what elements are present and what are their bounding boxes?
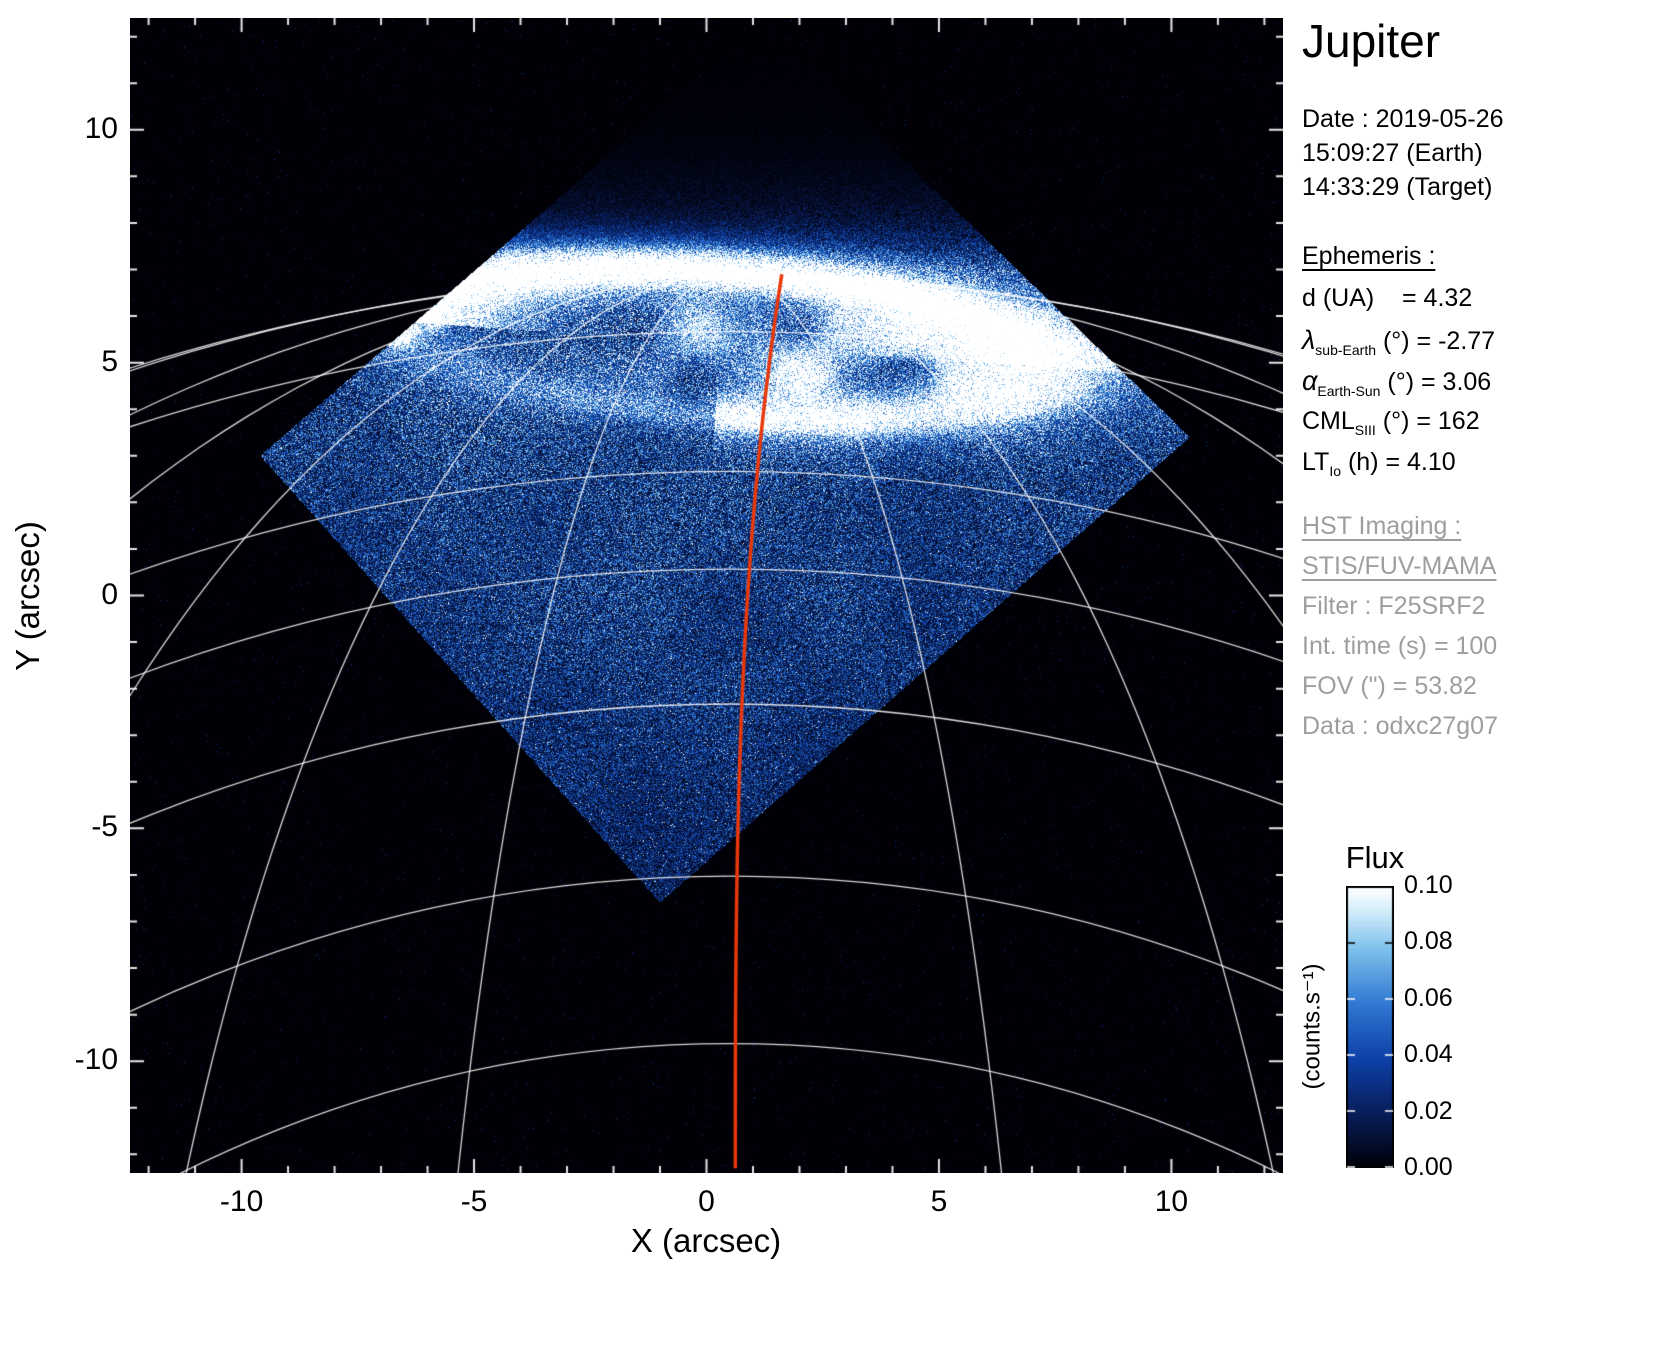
ephemeris-rows: d (UA) = 4.32 λsub-Earth (°) = -2.77 αEa… — [1302, 284, 1495, 489]
ephemeris-subscript: Io — [1329, 463, 1342, 479]
ephemeris-value: (°) = 3.06 — [1380, 368, 1492, 396]
x-tick-label: 10 — [1154, 1185, 1189, 1218]
ephemeris-symbol: CML — [1302, 407, 1355, 435]
ephemeris-symbol: α — [1302, 366, 1318, 396]
ephemeris-value: (°) = 162 — [1375, 407, 1480, 435]
earth-time-line: 15:09:27 (Earth) — [1302, 139, 1483, 167]
hst-imaging-heading: HST Imaging : — [1302, 512, 1462, 540]
hst-fov: FOV (") = 53.82 — [1302, 672, 1477, 700]
colorbar-block: Flux 0.10 0.08 0.06 0.04 0.02 0.00 (counts.s⁻… — [1299, 840, 1674, 1360]
colorbar-tick-label: 0.00 — [1404, 1153, 1453, 1181]
x-tick-label: -5 — [460, 1185, 488, 1218]
x-tick-label: -10 — [219, 1185, 264, 1218]
ephemeris-symbol: d — [1302, 284, 1316, 312]
ephemeris-subscript: Earth-Sun — [1317, 383, 1381, 399]
x-axis-title: X (arcsec) — [630, 1222, 782, 1259]
colorbar-unit-label: (counts.s⁻¹) — [1298, 963, 1326, 1090]
info-panel: Jupiter Date : 2019-05-26 15:09:27 (Eart… — [1299, 14, 1674, 1367]
date-line: Date : 2019-05-26 — [1302, 105, 1504, 133]
ephemeris-symbol: LT — [1302, 448, 1330, 476]
y-tick-label: -10 — [74, 1043, 118, 1077]
ephemeris-sub-earth-lat: λsub-Earth (°) = -2.77 — [1302, 325, 1495, 366]
ephemeris-value: (UA) = 4.32 — [1315, 284, 1473, 312]
ephemeris-distance: d (UA) = 4.32 — [1302, 284, 1495, 325]
y-tick-label: 10 — [84, 111, 118, 145]
hst-filter: Filter : F25SRF2 — [1302, 592, 1486, 620]
colorbar-tick-labels: 0.10 0.08 0.06 0.04 0.02 0.00 — [1404, 840, 1504, 1181]
ephemeris-heading: Ephemeris : — [1302, 242, 1436, 270]
ephemeris-subscript: SIII — [1354, 422, 1376, 438]
ephemeris-cml: CMLSIII (°) = 162 — [1302, 407, 1495, 448]
hst-int-time: Int. time (s) = 100 — [1302, 632, 1498, 660]
x-tick-label: 0 — [698, 1185, 715, 1218]
jupiter-fuv-image-canvas — [130, 18, 1283, 1173]
y-tick-label: 5 — [101, 344, 118, 378]
colorbar-title: Flux — [1345, 840, 1405, 875]
colorbar-tick-label: 0.08 — [1404, 927, 1453, 956]
ephemeris-symbol: λ — [1302, 325, 1316, 355]
colorbar-gradient — [1346, 886, 1394, 1168]
hst-imaging-block: HST Imaging : STIS/FUV-MAMA Filter : F25… — [1302, 506, 1498, 746]
ephemeris-subscript: sub-Earth — [1315, 342, 1376, 358]
target-time-line: 14:33:29 (Target) — [1302, 173, 1493, 201]
colorbar-tick-label: 0.10 — [1404, 871, 1453, 899]
y-tick-label: -5 — [91, 810, 118, 844]
ephemeris-io-local-time: LTIo (h) = 4.10 — [1302, 448, 1495, 489]
colorbar-tick-label: 0.02 — [1404, 1096, 1453, 1125]
y-tick-label: 0 — [101, 577, 118, 611]
date-block: Date : 2019-05-26 15:09:27 (Earth) 14:33… — [1302, 102, 1504, 204]
ephemeris-value: (°) = -2.77 — [1376, 327, 1496, 355]
target-title: Jupiter — [1302, 15, 1441, 67]
colorbar-tick-label: 0.04 — [1404, 1040, 1453, 1069]
ephemeris-phase-angle: αEarth-Sun (°) = 3.06 — [1302, 366, 1495, 407]
hst-data-id: Data : odxc27g07 — [1302, 712, 1498, 740]
ephemeris-value: (h) = 4.10 — [1341, 448, 1456, 476]
hst-instrument: STIS/FUV-MAMA — [1302, 552, 1497, 580]
x-tick-label: 5 — [930, 1185, 948, 1218]
colorbar-tick-label: 0.06 — [1404, 983, 1453, 1012]
